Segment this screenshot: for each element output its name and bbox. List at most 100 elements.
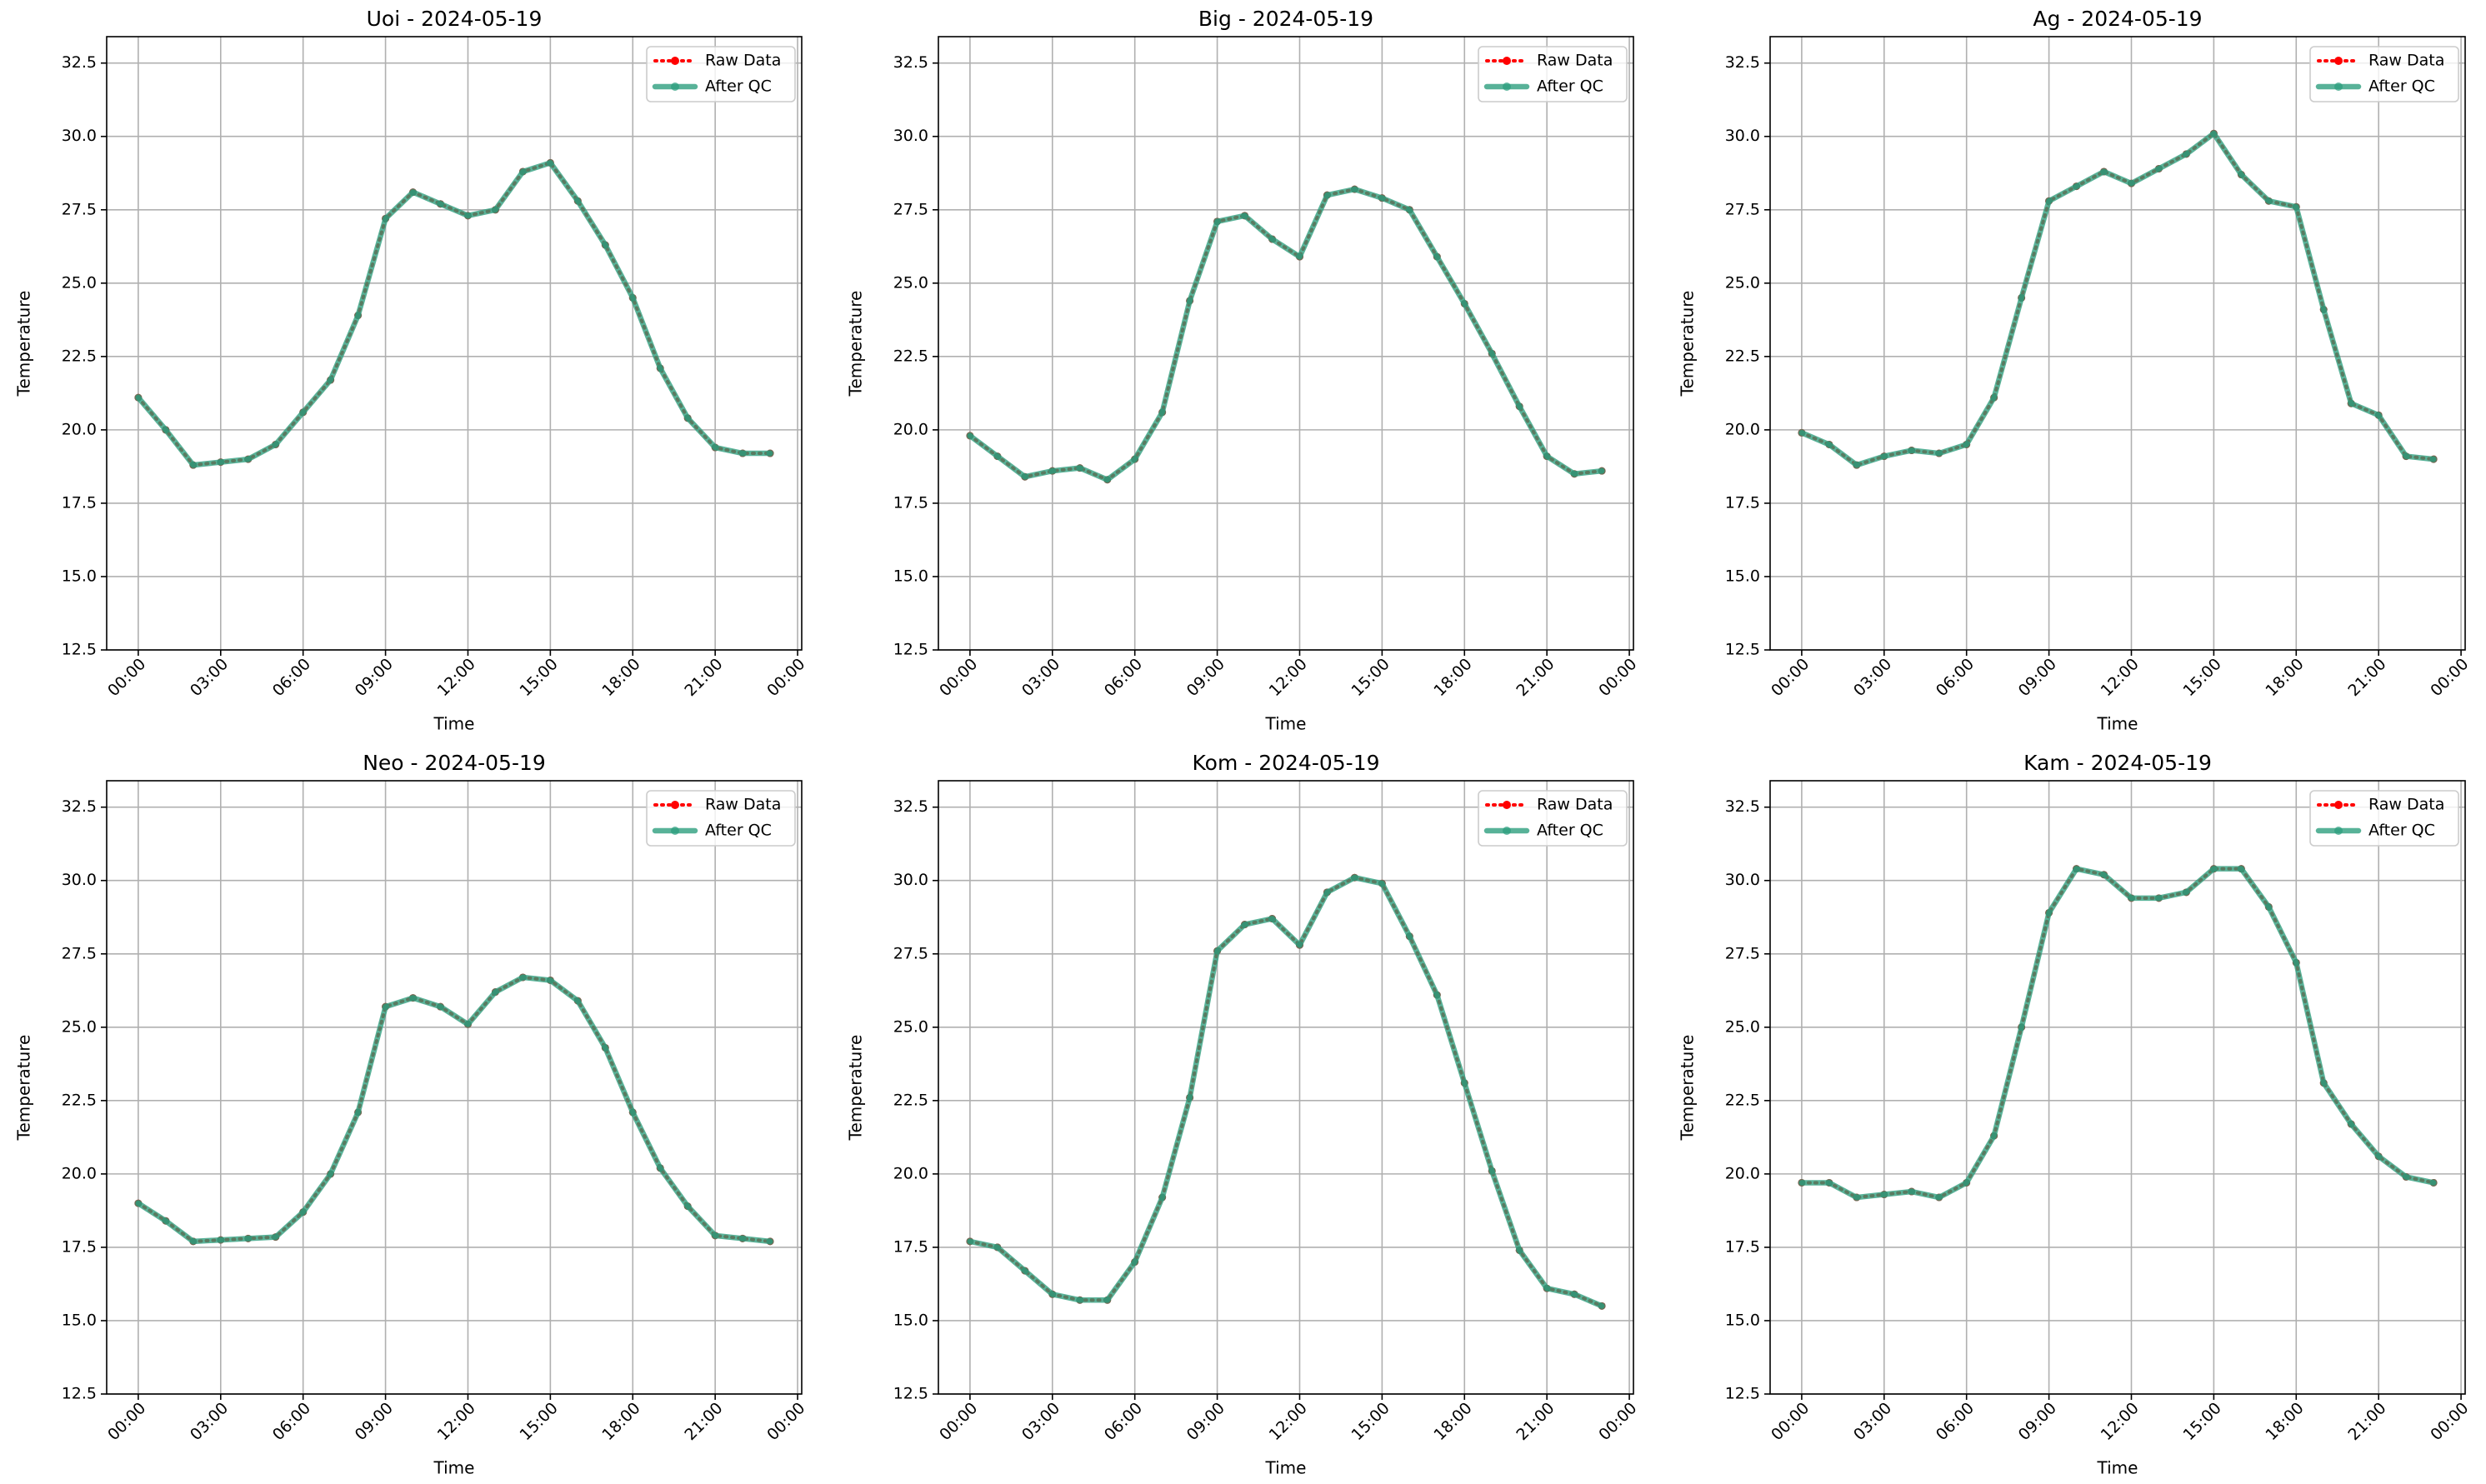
qc-marker [2182,150,2190,158]
qc-marker [244,455,253,463]
x-axis-label: Time [433,714,475,734]
x-tick-label: 00:00 [2427,1399,2472,1444]
y-tick-label: 22.5 [893,1091,928,1109]
qc-marker [463,212,472,220]
y-tick-label: 27.5 [1725,200,1760,218]
x-tick-label: 12:00 [434,1399,479,1444]
x-tick-label: 09:00 [352,655,397,700]
axes-frame [1769,780,2466,1395]
subplot: 12.5 15.0 17.5 20.0 22.5 25.0 27.5 30.0 32.5 00:0… [1678,751,2473,1478]
x-tick-label: 12:00 [434,655,479,700]
y-tick-label: 25.0 [1725,273,1760,292]
x-tick-label: 15:00 [2180,1399,2225,1444]
qc-marker [1268,235,1277,243]
qc-line [967,874,1605,1309]
x-tick-label: 12:00 [2098,655,2143,700]
x-tick-label: 06:00 [1933,655,1978,700]
plot-area [1770,37,2465,650]
qc-marker [1405,206,1413,214]
qc-line [135,160,773,468]
x-tick-label: 21:00 [2344,655,2389,700]
y-tick-label: 32.5 [893,53,928,72]
qc-marker [491,988,499,997]
y-tick-label: 22.5 [1725,347,1760,365]
qc-marker [1076,1296,1084,1304]
qc-marker [2182,888,2190,897]
qc-marker [1543,452,1551,461]
qc-marker [1378,194,1386,202]
qc-marker [1433,252,1441,261]
qc-marker [1825,1178,1833,1187]
chart-title: Neo - 2024-05-19 [363,751,546,775]
y-tick-label: 32.5 [893,797,928,816]
qc-marker [2347,399,2355,407]
x-tick-label: 15:00 [517,1399,562,1444]
y-tick-label: 32.5 [62,797,97,816]
y-tick-label: 30.0 [1725,127,1760,145]
y-axis-label: Temperature [14,1035,34,1142]
qc-marker [1295,941,1303,949]
legend-marker [671,827,679,835]
x-tick-label: 21:00 [1513,1399,1558,1444]
y-tick-label: 30.0 [62,127,97,145]
y-tick-label: 15.0 [893,567,928,585]
legend-marker [2334,82,2343,91]
qc-marker [1963,1178,1971,1187]
y-tick-label: 12.5 [893,1385,928,1403]
y-tick-label: 17.5 [62,493,97,512]
legend-marker [671,801,679,809]
qc-marker [683,414,692,422]
qc-marker [1323,888,1331,897]
y-tick-label: 22.5 [62,1091,97,1109]
qc-marker [628,293,637,302]
qc-marker [1241,212,1249,220]
x-tick-label: 09:00 [1183,1399,1228,1444]
legend: Raw Data After QC [1478,46,1628,102]
y-tick-label: 30.0 [1725,871,1760,889]
qc-marker [573,997,582,1005]
qc-marker [1405,932,1413,941]
qc-line [1798,866,2437,1201]
qc-marker [628,1108,637,1117]
qc-marker [2264,197,2273,205]
qc-marker [134,1199,143,1207]
y-tick-label: 17.5 [62,1237,97,1256]
legend-label: After QC [1537,822,1603,840]
x-axis-label: Time [1265,1458,1307,1478]
qc-marker [1350,185,1358,193]
y-tick-label: 17.5 [1725,1237,1760,1256]
legend-label: After QC [2368,77,2435,96]
qc-marker [2237,865,2245,873]
qc-marker [162,426,170,434]
plot-area [107,37,802,650]
axes-frame [1769,36,2466,651]
qc-marker [1853,461,1861,469]
qc-marker [2292,958,2300,967]
x-tick-label: 06:00 [269,1399,314,1444]
qc-marker [1543,1284,1551,1292]
subplot: 12.5 15.0 17.5 20.0 22.5 25.0 27.5 30.0 32.5 00:0… [14,751,809,1478]
qc-marker [2209,129,2218,137]
x-tick-label: 15:00 [1348,1399,1393,1444]
x-tick-label: 00:00 [2427,655,2472,700]
qc-marker [2402,452,2410,461]
qc-marker [1076,464,1084,472]
qc-marker [1460,1079,1468,1087]
qc-marker [1570,1290,1578,1298]
qc-marker [382,1002,390,1011]
y-axis-label: Temperature [14,291,34,397]
qc-marker [656,1164,664,1172]
x-tick-label: 06:00 [1933,1399,1978,1444]
qc-marker [189,461,198,469]
qc-marker [601,241,609,249]
qc-marker [1213,947,1222,955]
qc-marker [1350,873,1358,882]
qc-marker [2292,202,2300,211]
legend-label: Raw Data [705,52,781,70]
legend: Raw Data After QC [1478,790,1628,847]
x-tick-label: 12:00 [1266,1399,1311,1444]
legend: Raw Data After QC [646,790,796,847]
qc-marker [299,1208,308,1217]
y-tick-label: 15.0 [1725,567,1760,585]
qc-marker [993,1243,1002,1252]
